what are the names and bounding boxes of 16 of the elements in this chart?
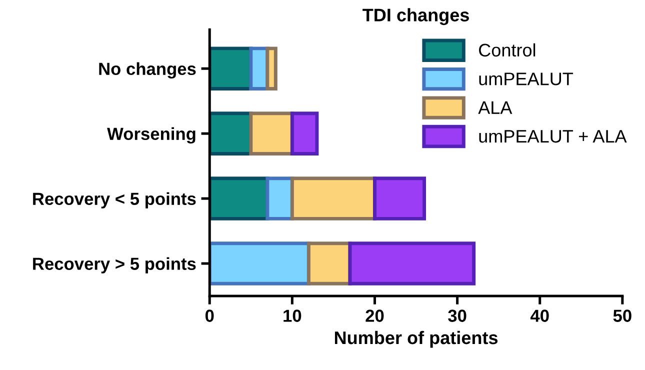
x-tick-label: 20: [366, 310, 384, 322]
y-tick-label: Recovery < 5 points: [33, 192, 196, 208]
y-tick-label: No changes: [99, 62, 196, 79]
legend-label: umPEALUT + ALA: [479, 130, 627, 143]
x-tick-label: 10: [284, 310, 302, 322]
x-tick-label: 30: [448, 310, 466, 322]
legend-label: umPEALUT: [479, 72, 574, 86]
legend-label: ALA: [478, 101, 512, 114]
x-axis-title: Number of patients: [334, 330, 498, 348]
x-tick-label: 40: [530, 310, 549, 322]
x-tick-label: 0: [205, 310, 214, 322]
y-tick-label: Recovery > 5 points: [33, 257, 196, 274]
chart-title: TDI changes: [362, 8, 469, 26]
x-tick-label: 50: [613, 310, 632, 322]
y-tick-label: Worsening: [107, 127, 196, 144]
legend-label: Control: [479, 43, 536, 57]
